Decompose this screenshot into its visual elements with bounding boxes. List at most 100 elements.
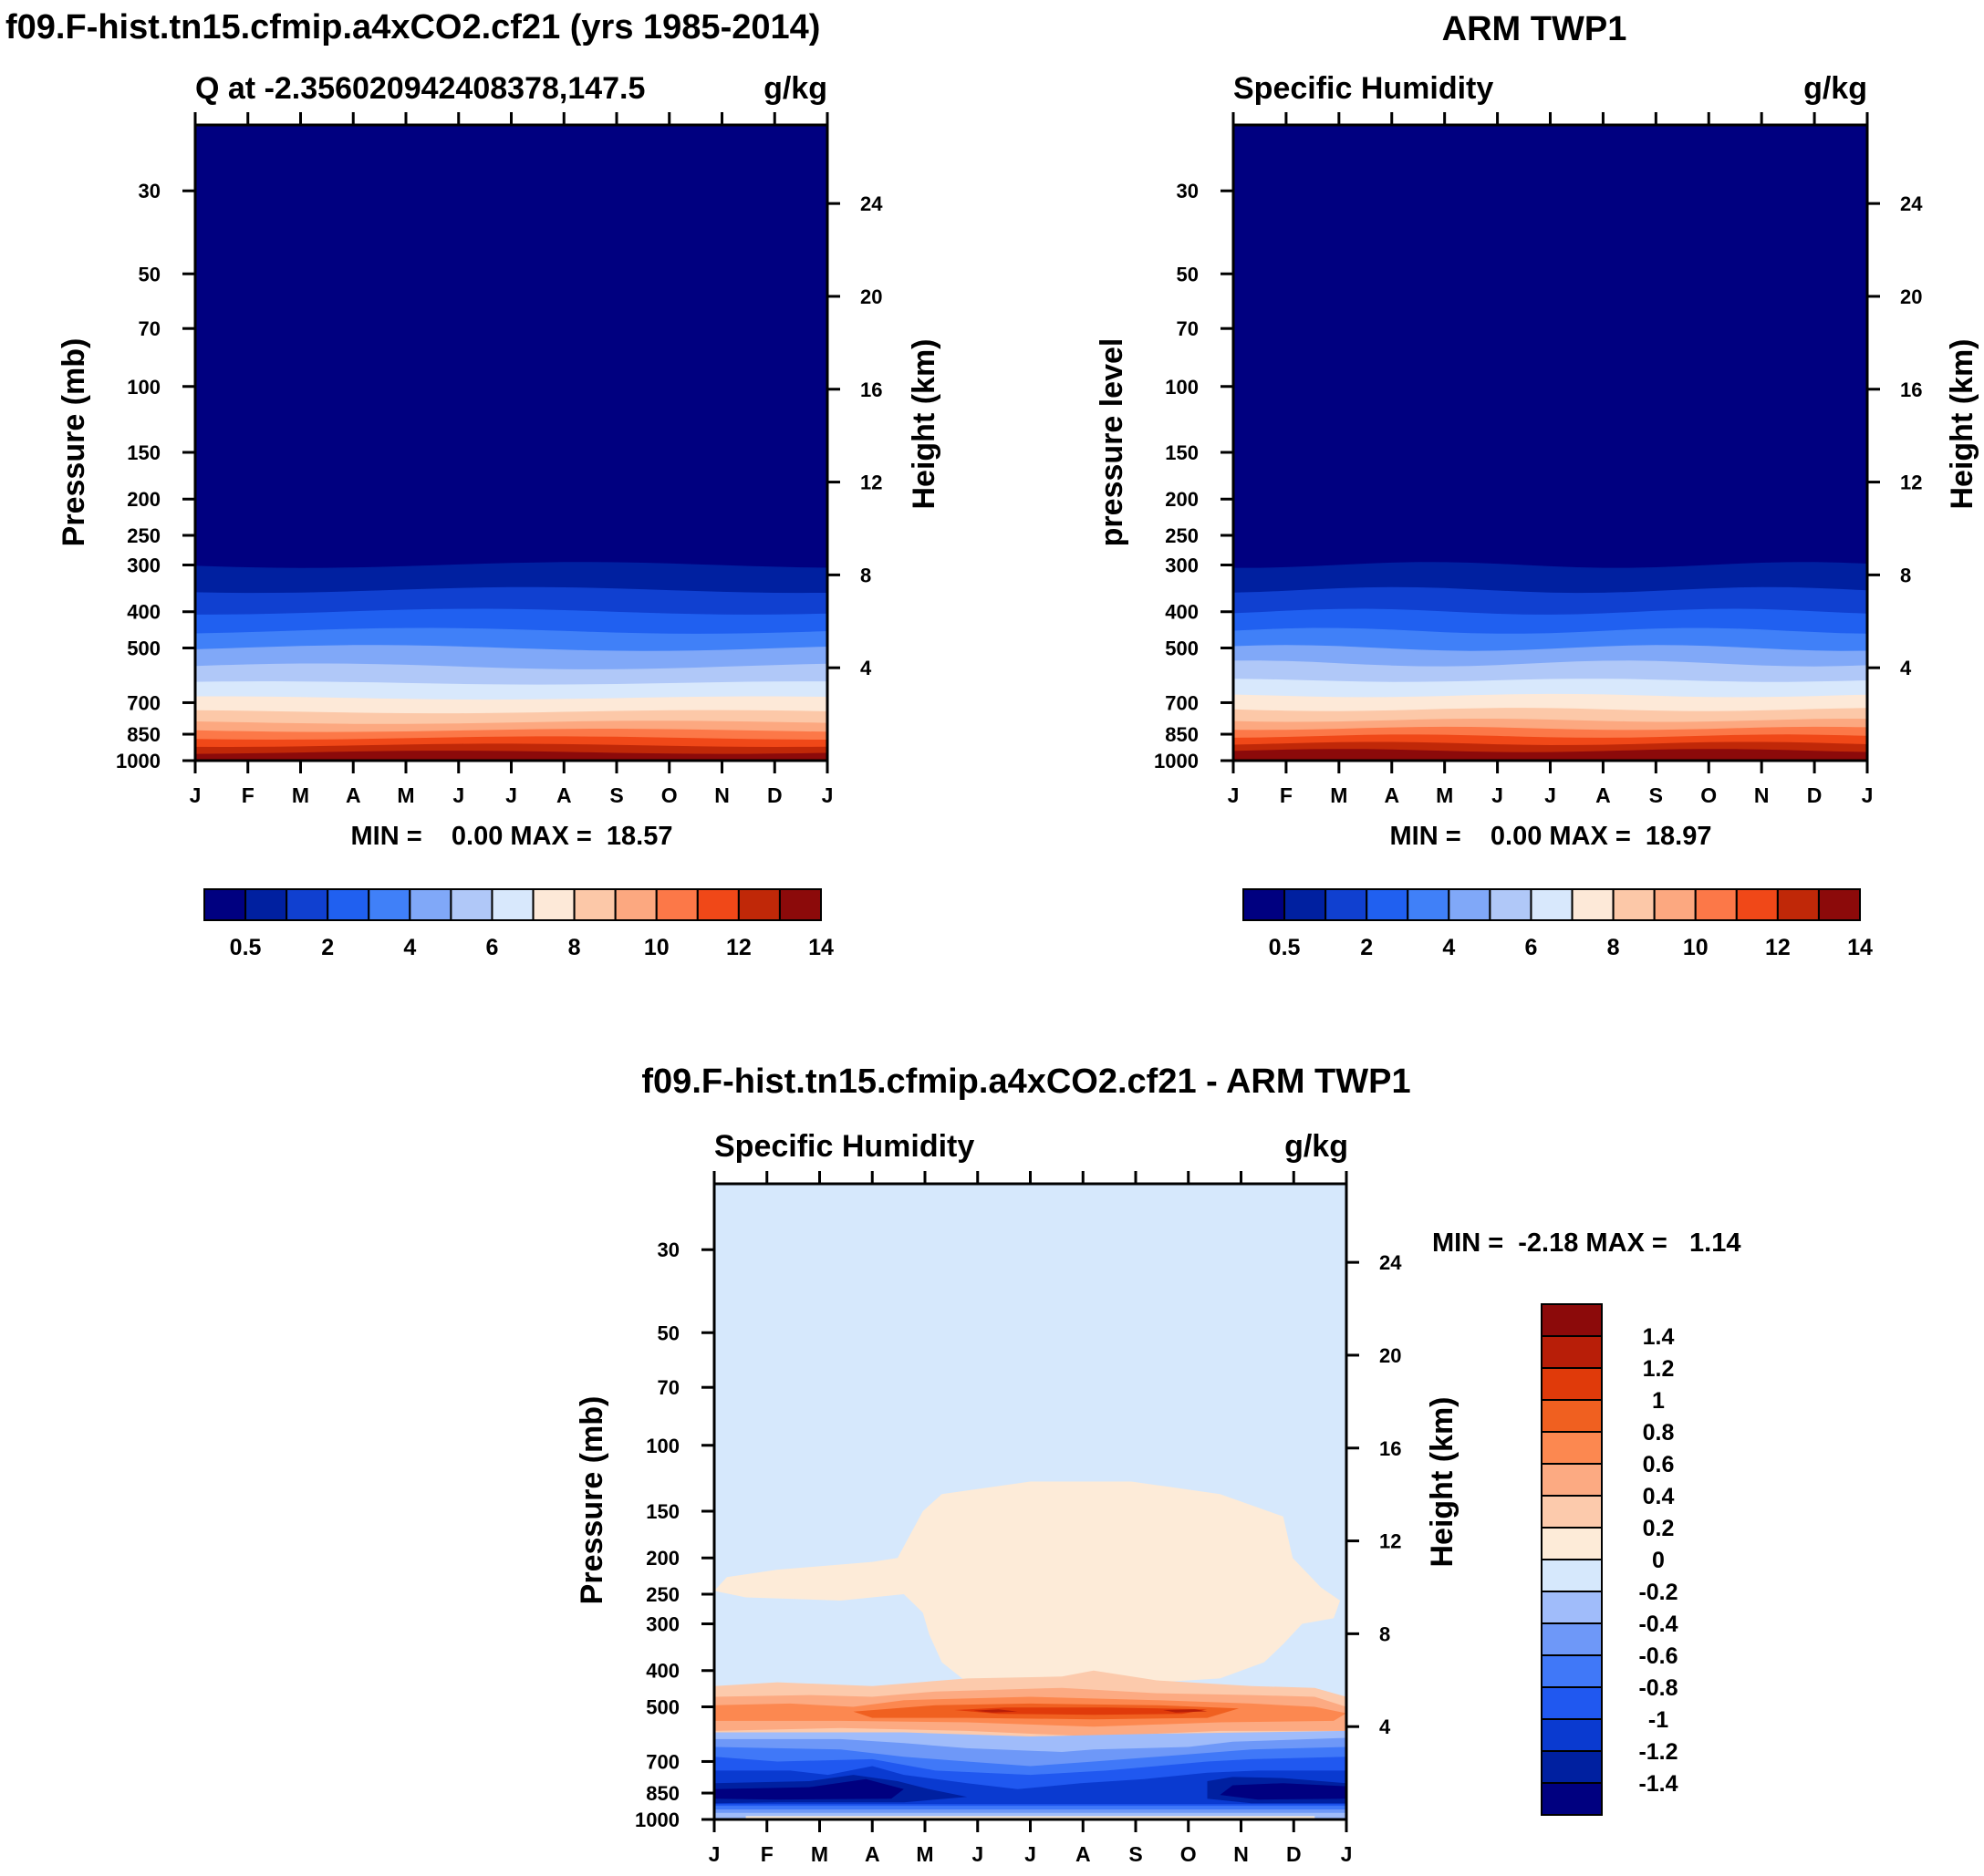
panel-diff-colorbar-swatch bbox=[1541, 1431, 1603, 1465]
panel-model-y-tick-label: 50 bbox=[139, 263, 161, 285]
panel-obs-y-right-tick-label: 4 bbox=[1900, 657, 1912, 679]
panel-obs-colorbar-swatch bbox=[1407, 888, 1450, 921]
panel-obs-left-subtitle: Specific Humidity bbox=[1233, 71, 1493, 106]
panel-diff-colorbar-label: 0 bbox=[1652, 1548, 1665, 1573]
panel-model-colorbar: 0.5 2 4 6 8 10 12 14 bbox=[203, 888, 834, 960]
panel-obs-colorbar-swatch bbox=[1735, 888, 1779, 921]
panel-model-y-tick-label: 850 bbox=[127, 723, 161, 746]
panel-model-x-tick-label: J bbox=[505, 783, 517, 807]
panel-obs-colorbar-swatch bbox=[1366, 888, 1409, 921]
panel-diff-colorbar-label: -1 bbox=[1648, 1707, 1668, 1733]
panel-model-x-tick-label: J bbox=[452, 783, 464, 807]
panel-obs-colorbar-label: 8 bbox=[1607, 935, 1620, 960]
panel-model-x-tick-label: J bbox=[822, 783, 834, 807]
panel-diff-x-tick-label: A bbox=[865, 1842, 880, 1866]
panel-diff-y-tick-label: 400 bbox=[646, 1660, 680, 1683]
panel-obs-x-tick-label: M bbox=[1436, 783, 1453, 807]
panel-model-y-tick-label: 100 bbox=[127, 376, 161, 399]
panel-model-y-right-tick-label: 8 bbox=[860, 564, 871, 586]
panel-model-colorbar-swatch bbox=[573, 888, 617, 921]
panel-model-colorbar-label: 10 bbox=[644, 935, 670, 960]
panel-obs-colorbar-swatch bbox=[1571, 888, 1615, 921]
panel-model-colorbar-swatch bbox=[655, 888, 699, 921]
panel-diff-title: f09.F-hist.tn15.cfmip.a4xCO2.cf21 - ARM … bbox=[641, 1062, 1410, 1101]
panel-obs-colorbar-label: 0.5 bbox=[1269, 935, 1301, 960]
panel-obs-x-tick-label: A bbox=[1384, 783, 1399, 807]
panel-diff-x-tick-label: M bbox=[916, 1842, 933, 1866]
panel-obs-y-right-tick-label: 16 bbox=[1900, 378, 1922, 401]
panel-obs-colorbar-swatch bbox=[1489, 888, 1532, 921]
panel-diff-y-right-tick-label: 4 bbox=[1379, 1715, 1391, 1738]
panel-diff-colorbar-swatch bbox=[1541, 1399, 1603, 1433]
panel-diff-y-tick-label: 850 bbox=[646, 1782, 680, 1805]
panel-model-colorbar-swatch bbox=[450, 888, 493, 921]
panel-model-y-tick-label: 300 bbox=[127, 554, 161, 576]
panel-model-x-tick-label: M bbox=[397, 783, 414, 807]
panel-diff-plot: J F M A M J J A S O N D J 30 50 70 100 150 200 250 300 400 500… bbox=[635, 1171, 1402, 1866]
panel-diff-colorbar-swatch bbox=[1541, 1750, 1603, 1784]
panel-model-colorbar-swatch bbox=[368, 888, 411, 921]
panel-model-colorbar-swatch bbox=[409, 888, 452, 921]
panel-obs-colorbar-swatch bbox=[1817, 888, 1862, 921]
panel-model-x-tick-label: A bbox=[346, 783, 361, 807]
panel-diff-colorbar-label: 1 bbox=[1652, 1388, 1665, 1414]
panel-diff-y-tick-label: 300 bbox=[646, 1612, 680, 1635]
panel-obs-colorbar-label: 2 bbox=[1360, 935, 1373, 960]
panel-model-colorbar-label: 8 bbox=[568, 935, 581, 960]
panel-diff-colorbar-swatch bbox=[1541, 1782, 1603, 1816]
panel-diff-colorbar-swatch bbox=[1541, 1654, 1603, 1688]
panel-diff-colorbar-swatch bbox=[1541, 1591, 1603, 1624]
panel-model-y-tick-label: 200 bbox=[127, 488, 161, 511]
panel-model-x-tick-label: D bbox=[767, 783, 783, 807]
panel-model: f09.F-hist.tn15.cfmip.a4xCO2.cf21 (yrs 1… bbox=[5, 8, 941, 960]
panel-diff-colorbar-swatch bbox=[1541, 1559, 1603, 1592]
panel-diff-band bbox=[1220, 1783, 1346, 1800]
panel-model-y-tick-label: 250 bbox=[127, 524, 161, 547]
panel-obs-colorbar-swatch bbox=[1242, 888, 1286, 921]
panel-model-colorbar-swatch bbox=[491, 888, 535, 921]
panel-model-y-right-tick-label: 4 bbox=[860, 657, 872, 679]
panel-diff-colorbar-label: -0.8 bbox=[1638, 1675, 1678, 1701]
panel-diff-y-right-tick-label: 24 bbox=[1379, 1251, 1402, 1274]
panel-diff-x-tick-label: J bbox=[1024, 1842, 1036, 1866]
panel-model-y-right-axis-label: Height (km) bbox=[907, 339, 941, 510]
panel-diff-colorbar-label: 0.8 bbox=[1643, 1420, 1675, 1446]
panel-diff-x-tick-label: M bbox=[811, 1842, 828, 1866]
panel-obs-x-tick-label: J bbox=[1228, 783, 1240, 807]
panel-diff-band bbox=[1163, 1709, 1208, 1713]
panel-obs-x-tick-label: D bbox=[1807, 783, 1823, 807]
panel-model-y-tick-label: 500 bbox=[127, 637, 161, 660]
panel-diff-x-tick-label: J bbox=[1341, 1842, 1353, 1866]
panel-model-y-tick-label: 30 bbox=[139, 180, 161, 202]
panel-obs-y-tick-label: 400 bbox=[1165, 601, 1199, 624]
panel-obs-x-tick-label: F bbox=[1280, 783, 1293, 807]
panel-obs-colorbar-swatch bbox=[1612, 888, 1656, 921]
panel-obs-colorbar-swatch bbox=[1448, 888, 1491, 921]
panel-model-colorbar-label: 4 bbox=[403, 935, 416, 960]
panel-diff-x-tick-label: D bbox=[1286, 1842, 1302, 1866]
panel-diff-y-tick-label: 150 bbox=[646, 1500, 680, 1523]
panel-diff-colorbar-label: 1.4 bbox=[1643, 1324, 1675, 1350]
panel-model-stats: MIN = 0.00 MAX = 18.57 bbox=[351, 822, 673, 851]
panel-obs-colorbar-swatch bbox=[1653, 888, 1697, 921]
panel-model-colorbar-swatch bbox=[778, 888, 823, 921]
panel-diff-y-tick-label: 100 bbox=[646, 1435, 680, 1457]
panel-obs-x-tick-label: A bbox=[1595, 783, 1611, 807]
panel-model-x-tick-label: M bbox=[292, 783, 309, 807]
panel-diff-x-tick-label: J bbox=[709, 1842, 721, 1866]
panel-model-colorbar-swatch bbox=[203, 888, 247, 921]
panel-model-y-tick-label: 400 bbox=[127, 601, 161, 624]
panel-obs-colorbar: 0.5 2 4 6 8 10 12 14 bbox=[1242, 888, 1873, 960]
panel-model-x-tick-label: J bbox=[190, 783, 202, 807]
panel-diff-x-tick-label: F bbox=[761, 1842, 774, 1866]
panel-obs-stats: MIN = 0.00 MAX = 18.97 bbox=[1390, 822, 1712, 851]
panel-obs-y-tick-label: 850 bbox=[1165, 723, 1199, 746]
panel-diff-colorbar-swatch bbox=[1541, 1367, 1603, 1401]
panel-model-colorbar-swatch bbox=[286, 888, 329, 921]
panel-model-colorbar-swatch bbox=[532, 888, 576, 921]
panel-diff-colorbar-swatch bbox=[1541, 1718, 1603, 1752]
panel-obs-y-right-axis-label: Height (km) bbox=[1945, 339, 1979, 510]
panel-model-x-tick-label: S bbox=[609, 783, 623, 807]
panel-model-y-right-tick-label: 24 bbox=[860, 192, 883, 215]
panel-model-colorbar-label: 6 bbox=[486, 935, 499, 960]
